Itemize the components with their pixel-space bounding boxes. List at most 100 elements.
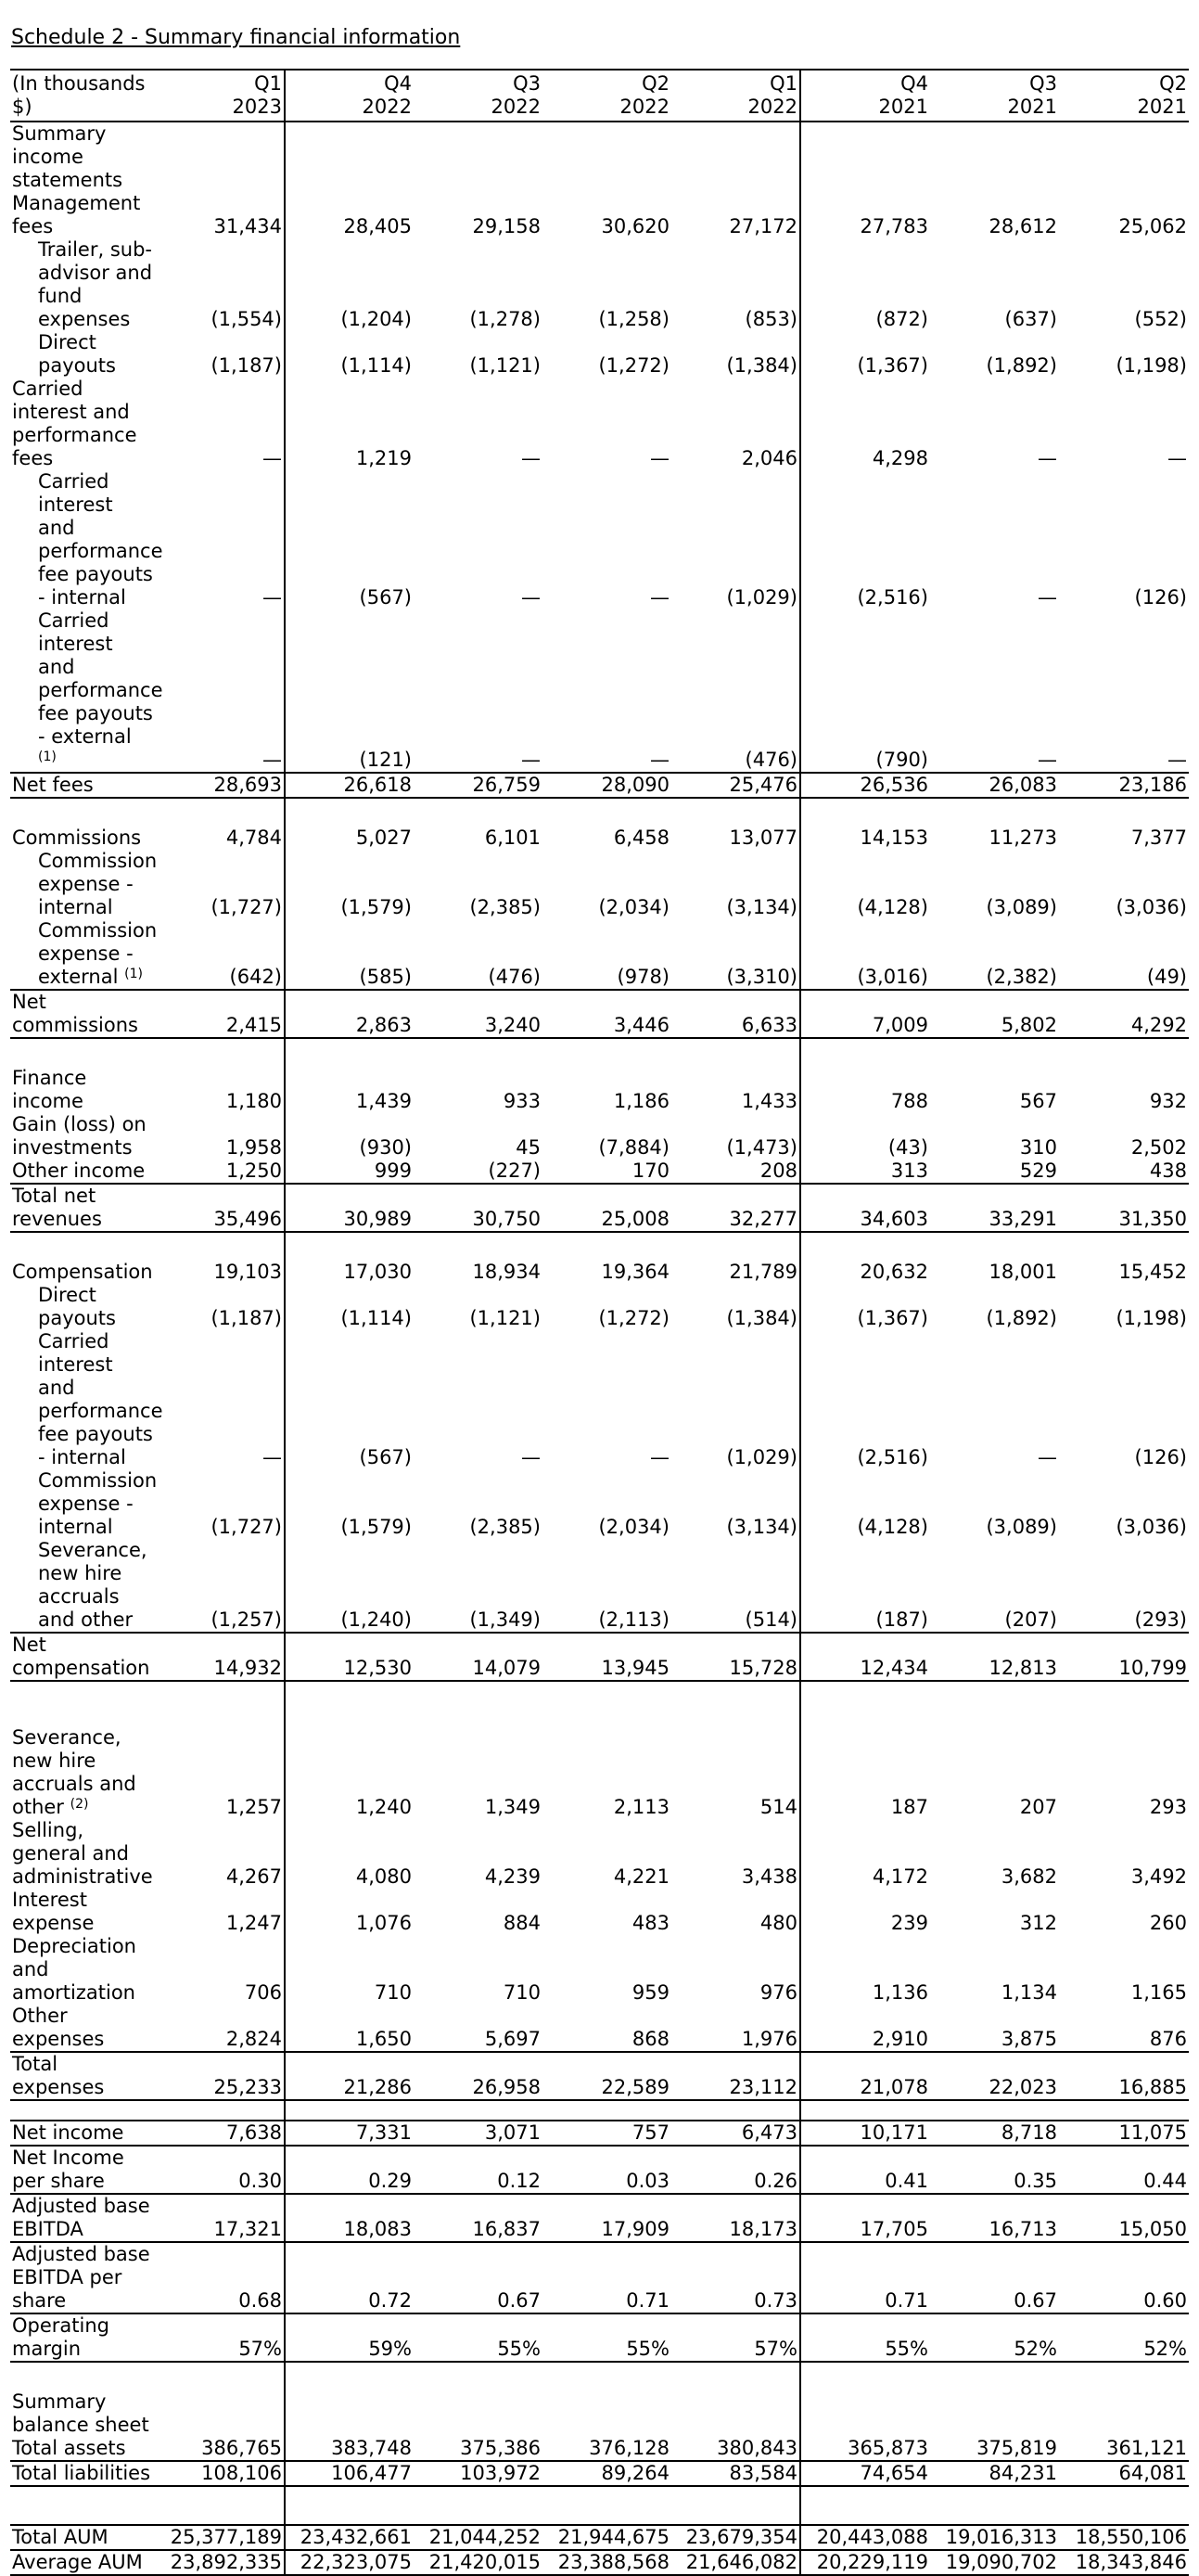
row-label-text: Net commissions bbox=[12, 991, 138, 1036]
table-row: Depreciation and amortization 706 710 710 95… bbox=[10, 1935, 1189, 2005]
row-label-text: Adjusted base EBITDA per share bbox=[12, 2243, 150, 2312]
value-cell: 25,476 bbox=[671, 772, 800, 799]
value-cell: 106,477 bbox=[284, 2461, 414, 2487]
value-cell: 1,165 bbox=[1130, 1981, 1187, 2004]
value-cell: — bbox=[650, 586, 670, 609]
value-cell: 514 bbox=[759, 1796, 797, 1818]
header-year: 2021 bbox=[1137, 96, 1187, 118]
value-cell: 0.73 bbox=[671, 2242, 800, 2314]
footnote-marker: (1) bbox=[38, 750, 57, 764]
value-cell: (1,114) bbox=[284, 1284, 414, 1330]
value-cell: 0.03 bbox=[542, 2146, 671, 2195]
value-cell: 26,536 bbox=[799, 772, 930, 799]
value-cell: — bbox=[521, 749, 541, 771]
value-cell: 0.44 bbox=[1059, 2146, 1189, 2195]
value-cell: (1,272) bbox=[598, 1307, 670, 1329]
value-cell: 1,180 bbox=[225, 1090, 282, 1112]
header-quarter: Q1 bbox=[770, 72, 797, 95]
value-cell: 25,062 bbox=[1118, 215, 1187, 237]
header-period: Q4 2021 bbox=[799, 69, 930, 122]
value-cell: (1,727) bbox=[210, 1516, 282, 1538]
spacer-cell bbox=[930, 2100, 1059, 2121]
header-quarter: Q3 bbox=[1029, 72, 1057, 95]
header-row: (In thousands $) Q1 2023 Q4 2022 Q3 2022 Q2 202… bbox=[10, 69, 1189, 122]
row-label-text: Summary balance sheet bbox=[12, 2390, 149, 2436]
row-label-text: Severance, new hire accruals and other bbox=[38, 1539, 147, 1631]
spacer-cell bbox=[414, 1232, 542, 1261]
value-cell: 21,420,015 bbox=[414, 2550, 542, 2576]
spacer-cell bbox=[284, 1038, 414, 1067]
value-cell: (1,384) bbox=[726, 354, 797, 377]
value-cell: — bbox=[1038, 586, 1057, 609]
value-cell: (2,113) bbox=[598, 1608, 670, 1631]
spacer-cell bbox=[10, 2100, 155, 2121]
row-label-text: Severance, new hire accruals and other bbox=[12, 1726, 136, 1818]
value-cell bbox=[671, 122, 800, 192]
row-label-text: Adjusted base EBITDA bbox=[12, 2195, 150, 2240]
row-label: Average AUM bbox=[10, 2550, 155, 2576]
value-cell: 310 bbox=[1019, 1136, 1057, 1159]
spacer-cell bbox=[671, 798, 800, 827]
value-cell: (1,198) bbox=[1116, 1307, 1187, 1329]
header-quarter: Q2 bbox=[642, 72, 670, 95]
table-row: Carried interest and performance fees —1,… bbox=[10, 378, 1189, 470]
value-cell: — bbox=[650, 749, 670, 771]
value-cell: 16,885 bbox=[1059, 2051, 1189, 2101]
value-cell: 23,892,335 bbox=[155, 2550, 285, 2576]
value-cell: 17,030 bbox=[284, 1261, 414, 1284]
spacer-cell bbox=[542, 1681, 671, 1726]
row-label: Net Income per share bbox=[10, 2146, 155, 2195]
row-label-text: Total expenses bbox=[12, 2053, 105, 2098]
value-cell: 10,171 bbox=[799, 2121, 930, 2147]
value-cell: 5,802 bbox=[930, 989, 1059, 1039]
value-cell: 32,277 bbox=[671, 1183, 800, 1233]
value-cell: (3,036) bbox=[1116, 896, 1187, 918]
value-cell: 108,106 bbox=[155, 2461, 285, 2487]
value-cell: (43) bbox=[799, 1113, 930, 1160]
row-label: Severance, new hire accruals and other (… bbox=[10, 1726, 155, 1819]
value-cell: 4,080 bbox=[284, 1819, 414, 1889]
value-cell: 1,650 bbox=[284, 2005, 414, 2052]
table-row: Net fees 28,693 26,618 26,759 28,090 25,476 26… bbox=[10, 772, 1189, 799]
value-cell: 1,219 bbox=[284, 378, 414, 470]
summary-financial-table: (In thousands $) Q1 2023 Q4 2022 Q3 2022 Q2 202… bbox=[10, 69, 1189, 2576]
value-cell: 17,321 bbox=[155, 2194, 285, 2243]
value-cell: 999 bbox=[284, 1160, 414, 1184]
value-cell: — bbox=[1038, 447, 1057, 469]
value-cell: 3,682 bbox=[1001, 1865, 1057, 1888]
value-cell: 19,103 bbox=[213, 1261, 282, 1283]
value-cell: (49) bbox=[1146, 966, 1187, 988]
value-cell: (4,128) bbox=[799, 1469, 930, 1539]
value-cell: (2,516) bbox=[799, 470, 930, 609]
value-cell: — bbox=[262, 749, 282, 771]
value-cell: (3,016) bbox=[799, 919, 930, 990]
spacer-cell bbox=[542, 1038, 671, 1067]
spacer-cell bbox=[155, 1232, 285, 1261]
spacer-cell bbox=[414, 1038, 542, 1067]
value-cell: (637) bbox=[1004, 308, 1057, 330]
table-row: Severance, new hire accruals and other (… bbox=[10, 1726, 1189, 1819]
value-cell: 20,443,088 bbox=[799, 2524, 930, 2551]
row-label: Total net revenues bbox=[10, 1183, 155, 1233]
header-period: Q2 2022 bbox=[542, 69, 671, 122]
value-cell: (3,089) bbox=[986, 896, 1057, 918]
value-cell: 4,298 bbox=[799, 378, 930, 470]
value-cell bbox=[671, 2390, 800, 2437]
value-cell: 0.72 bbox=[284, 2242, 414, 2314]
row-label-text: Finance income bbox=[12, 1067, 87, 1112]
value-cell: (293) bbox=[1134, 1608, 1187, 1631]
table-row: Other expenses 2,824 1,650 5,697 868 1,976 2,9… bbox=[10, 2005, 1189, 2052]
value-cell: 187 bbox=[799, 1726, 930, 1819]
row-label: Operating margin bbox=[10, 2313, 155, 2363]
value-cell: 31,350 bbox=[1059, 1183, 1189, 1233]
row-label-text: Trailer, sub-advisor and fund expenses bbox=[38, 238, 153, 330]
value-cell: 2,046 bbox=[741, 447, 797, 469]
value-cell: (1,258) bbox=[598, 308, 670, 330]
value-cell: 313 bbox=[799, 1160, 930, 1184]
row-label: Summary balance sheet bbox=[10, 2390, 155, 2437]
spacer-cell bbox=[1059, 2362, 1189, 2390]
value-cell: 0.29 bbox=[284, 2146, 414, 2195]
value-cell: 31,434 bbox=[213, 215, 282, 237]
value-cell: (1,727) bbox=[210, 896, 282, 918]
value-cell: (3,310) bbox=[726, 966, 797, 988]
